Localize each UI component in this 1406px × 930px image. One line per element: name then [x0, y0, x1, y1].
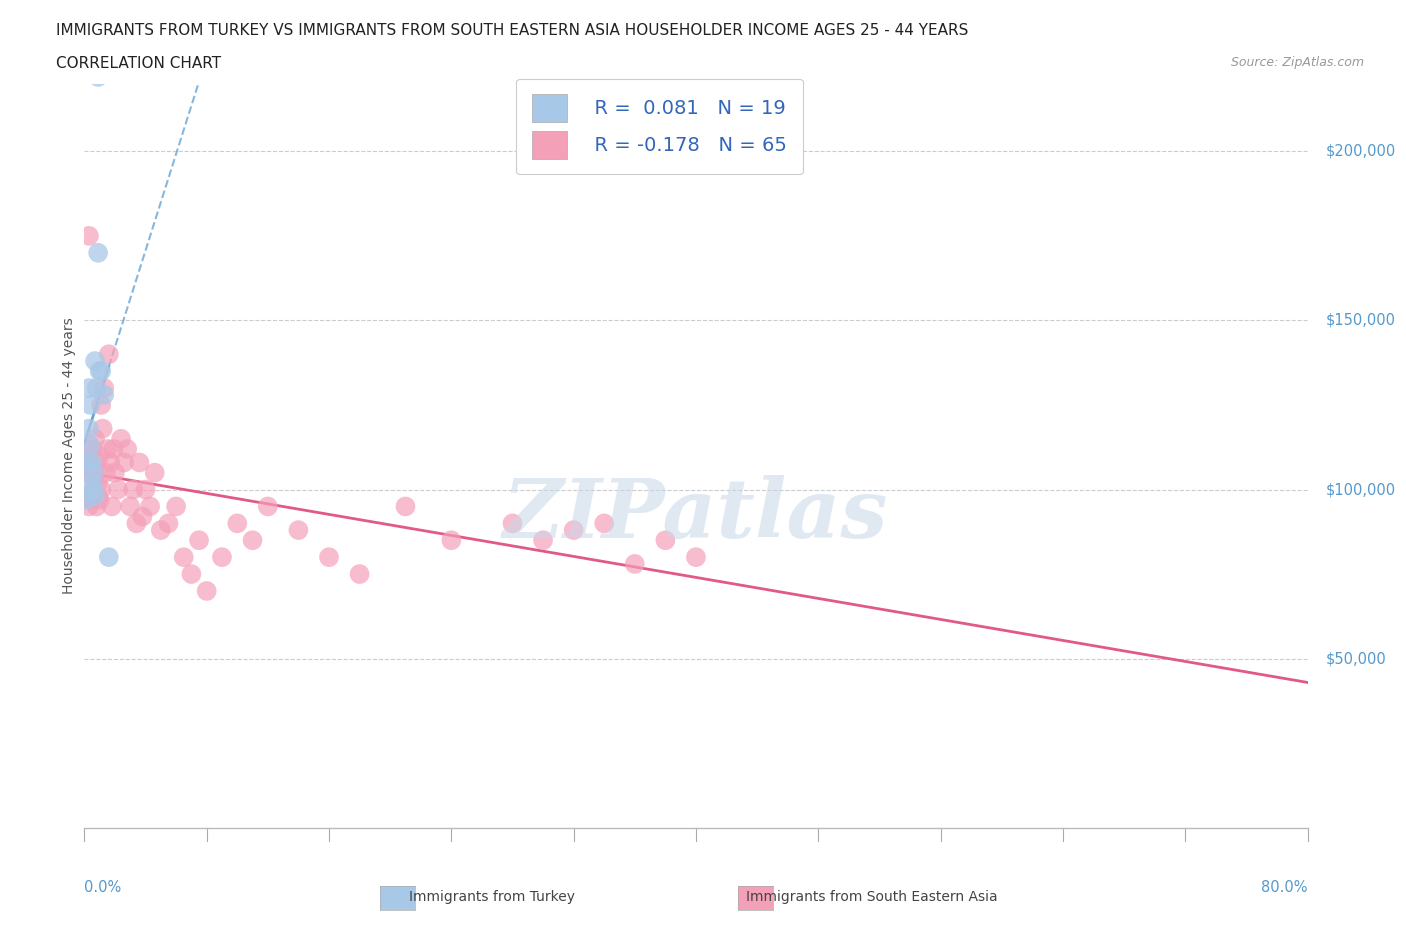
Point: [287, 523, 309, 538]
Point: [440, 533, 463, 548]
Point: [180, 566, 202, 581]
Point: [84, 489, 107, 504]
Point: [90, 397, 112, 412]
Point: [318, 550, 340, 565]
Point: [562, 523, 585, 538]
Point: [96, 442, 118, 457]
Point: [97, 550, 120, 565]
Point: [79, 397, 101, 412]
Y-axis label: Householder Income Ages 25 - 44 years: Householder Income Ages 25 - 44 years: [62, 317, 76, 594]
Point: [135, 482, 157, 497]
Point: [87, 475, 110, 490]
Point: [86, 380, 108, 395]
Point: [394, 499, 416, 514]
Point: [101, 499, 124, 514]
Point: [83, 465, 105, 480]
Point: [257, 499, 280, 514]
Point: [80, 489, 103, 504]
Point: [90, 482, 112, 497]
Point: [87, 246, 110, 260]
Point: [80, 455, 103, 470]
Point: [531, 533, 554, 548]
Text: $100,000: $100,000: [1326, 482, 1396, 497]
Point: [125, 516, 148, 531]
Point: [593, 516, 616, 531]
Legend:   R =  0.081   N = 19,   R = -0.178   N = 65: R = 0.081 N = 19, R = -0.178 N = 65: [516, 78, 803, 175]
Point: [77, 421, 100, 436]
Point: [149, 523, 172, 538]
Text: 0.0%: 0.0%: [84, 880, 121, 895]
Text: ZIPatlas: ZIPatlas: [503, 475, 889, 555]
Text: Immigrants from Turkey: Immigrants from Turkey: [409, 890, 575, 905]
Point: [80, 475, 103, 490]
Text: Source: ZipAtlas.com: Source: ZipAtlas.com: [1230, 56, 1364, 69]
Point: [195, 583, 218, 598]
Text: Immigrants from South Eastern Asia: Immigrants from South Eastern Asia: [747, 890, 997, 905]
Text: $150,000: $150,000: [1326, 312, 1396, 328]
Point: [77, 380, 100, 395]
Point: [93, 388, 115, 403]
Point: [84, 353, 107, 368]
Point: [75, 465, 97, 480]
Point: [104, 465, 127, 480]
Point: [93, 380, 115, 395]
Point: [128, 455, 150, 470]
Point: [91, 421, 114, 436]
Point: [173, 550, 195, 565]
Point: [120, 499, 142, 514]
Point: [83, 472, 105, 486]
Point: [349, 566, 371, 581]
Point: [87, 489, 110, 504]
Point: [685, 550, 707, 565]
Point: [84, 432, 107, 446]
Point: [188, 533, 211, 548]
Point: [84, 465, 107, 480]
Text: CORRELATION CHART: CORRELATION CHART: [56, 56, 221, 71]
Text: $200,000: $200,000: [1326, 144, 1396, 159]
Point: [86, 455, 108, 470]
Text: IMMIGRANTS FROM TURKEY VS IMMIGRANTS FROM SOUTH EASTERN ASIA HOUSEHOLDER INCOME : IMMIGRANTS FROM TURKEY VS IMMIGRANTS FRO…: [56, 23, 969, 38]
Point: [76, 455, 98, 470]
Point: [139, 499, 162, 514]
Point: [80, 442, 103, 457]
Point: [89, 364, 111, 379]
Point: [122, 482, 145, 497]
Point: [110, 432, 132, 446]
Point: [98, 455, 121, 470]
Point: [143, 465, 166, 480]
Text: $50,000: $50,000: [1326, 651, 1386, 666]
Point: [94, 465, 117, 480]
Point: [79, 438, 101, 453]
Point: [157, 516, 180, 531]
Point: [654, 533, 676, 548]
Point: [103, 442, 125, 457]
Point: [77, 229, 100, 244]
Point: [115, 442, 138, 457]
Point: [79, 455, 101, 470]
Point: [242, 533, 264, 548]
Point: [90, 364, 112, 379]
Point: [165, 499, 187, 514]
Point: [89, 448, 111, 463]
Text: 80.0%: 80.0%: [1261, 880, 1308, 895]
Point: [502, 516, 524, 531]
Point: [97, 347, 120, 362]
Point: [75, 492, 97, 507]
Point: [79, 492, 101, 507]
Point: [211, 550, 233, 565]
Point: [112, 455, 135, 470]
Point: [226, 516, 249, 531]
Point: [83, 485, 105, 500]
Point: [83, 482, 105, 497]
Point: [131, 509, 153, 524]
Point: [624, 556, 647, 571]
Point: [87, 70, 110, 85]
Point: [77, 499, 100, 514]
Point: [76, 448, 98, 463]
Point: [76, 489, 98, 504]
Point: [86, 499, 108, 514]
Point: [89, 492, 111, 507]
Point: [107, 482, 129, 497]
